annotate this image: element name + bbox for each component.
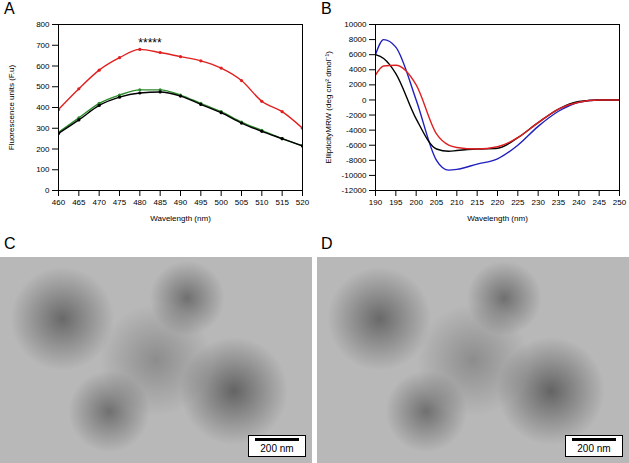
svg-text:520: 520 bbox=[296, 198, 310, 207]
svg-text:205: 205 bbox=[430, 198, 444, 207]
svg-text:510: 510 bbox=[255, 198, 269, 207]
svg-text:505: 505 bbox=[235, 198, 249, 207]
svg-text:6000: 6000 bbox=[349, 50, 367, 59]
svg-text:2000: 2000 bbox=[349, 80, 367, 89]
svg-text:300: 300 bbox=[36, 124, 50, 133]
svg-text:-6000: -6000 bbox=[346, 141, 367, 150]
svg-text:515: 515 bbox=[275, 198, 289, 207]
svg-text:500: 500 bbox=[214, 198, 228, 207]
svg-text:400: 400 bbox=[36, 103, 50, 112]
svg-text:0: 0 bbox=[362, 96, 367, 105]
svg-text:210: 210 bbox=[450, 198, 464, 207]
svg-text:200: 200 bbox=[36, 145, 50, 154]
svg-text:10000: 10000 bbox=[344, 20, 367, 29]
svg-text:100: 100 bbox=[36, 165, 50, 174]
svg-text:EllipticityMRW (deg cm² dmol⁻¹: EllipticityMRW (deg cm² dmol⁻¹) bbox=[324, 51, 333, 164]
svg-text:475: 475 bbox=[113, 198, 127, 207]
svg-text:800: 800 bbox=[36, 20, 50, 29]
svg-text:600: 600 bbox=[36, 62, 50, 71]
svg-text:4000: 4000 bbox=[349, 65, 367, 74]
html-text:B: B bbox=[321, 0, 332, 17]
svg-text:0: 0 bbox=[45, 186, 50, 195]
svg-text:480: 480 bbox=[133, 198, 147, 207]
svg-text:*****: ***** bbox=[138, 36, 162, 50]
svg-text:220: 220 bbox=[491, 198, 505, 207]
svg-text:-2000: -2000 bbox=[346, 111, 367, 120]
svg-text:240: 240 bbox=[572, 198, 586, 207]
html-text:C: C bbox=[4, 235, 16, 252]
svg-text:245: 245 bbox=[592, 198, 606, 207]
svg-text:200: 200 bbox=[409, 198, 423, 207]
svg-text:Wavelength (nm): Wavelength (nm) bbox=[150, 214, 211, 223]
svg-text:8000: 8000 bbox=[349, 35, 367, 44]
svg-text:495: 495 bbox=[194, 198, 208, 207]
svg-text:190: 190 bbox=[369, 198, 383, 207]
svg-text:230: 230 bbox=[531, 198, 545, 207]
svg-text:700: 700 bbox=[36, 41, 50, 50]
svg-text:500: 500 bbox=[36, 82, 50, 91]
svg-text:-8000: -8000 bbox=[346, 156, 367, 165]
svg-text:470: 470 bbox=[92, 198, 106, 207]
svg-text:485: 485 bbox=[153, 198, 167, 207]
svg-text:250: 250 bbox=[613, 198, 627, 207]
svg-text:465: 465 bbox=[72, 198, 86, 207]
html-text:200 nm: 200 nm bbox=[577, 443, 611, 454]
html-text:200 nm: 200 nm bbox=[260, 443, 294, 454]
svg-text:215: 215 bbox=[470, 198, 484, 207]
svg-text:225: 225 bbox=[511, 198, 525, 207]
svg-text:195: 195 bbox=[389, 198, 403, 207]
svg-text:Fluorescence units (F.u): Fluorescence units (F.u) bbox=[7, 64, 16, 150]
html-text:A: A bbox=[4, 0, 15, 17]
svg-text:Wavelength (nm): Wavelength (nm) bbox=[467, 214, 528, 223]
svg-text:-10000: -10000 bbox=[342, 171, 367, 180]
svg-text:460: 460 bbox=[52, 198, 66, 207]
html-text:D: D bbox=[321, 235, 333, 252]
svg-text:-4000: -4000 bbox=[346, 126, 367, 135]
svg-text:-12000: -12000 bbox=[342, 186, 367, 195]
svg-text:235: 235 bbox=[552, 198, 566, 207]
svg-text:490: 490 bbox=[174, 198, 188, 207]
